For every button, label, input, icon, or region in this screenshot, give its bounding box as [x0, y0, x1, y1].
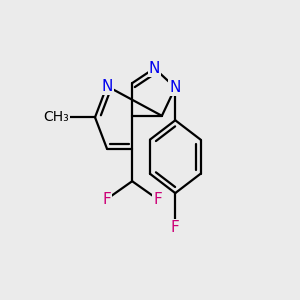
Text: N: N	[101, 79, 112, 94]
Text: CH₃: CH₃	[44, 110, 69, 124]
Text: F: F	[153, 191, 162, 206]
Text: N: N	[149, 61, 160, 76]
Text: N: N	[169, 80, 181, 95]
Text: F: F	[103, 191, 111, 206]
Text: F: F	[171, 220, 180, 235]
